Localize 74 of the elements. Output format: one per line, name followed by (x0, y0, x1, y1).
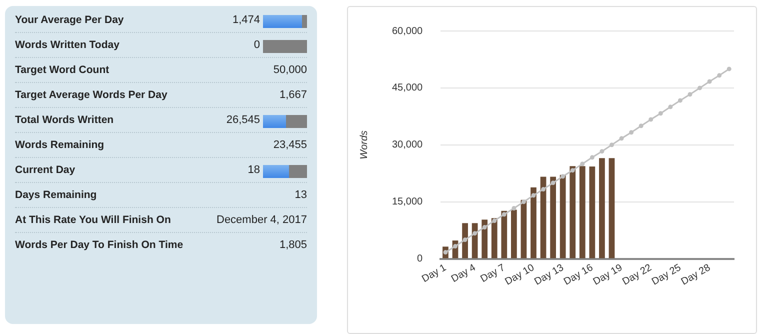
bar (482, 220, 488, 258)
bar (550, 176, 556, 258)
point (638, 124, 644, 128)
point (717, 73, 722, 78)
text: 26,545 (226, 113, 260, 128)
point (698, 86, 702, 90)
bar (462, 223, 468, 258)
point (472, 231, 478, 236)
point (668, 104, 673, 110)
y-tick-label: 45,000 (392, 82, 424, 94)
point (619, 136, 624, 141)
point (531, 193, 536, 198)
y-tick-label: 30,000 (392, 140, 424, 151)
point (726, 66, 732, 72)
point (453, 244, 458, 248)
text: 50,000 (273, 63, 307, 78)
point (707, 79, 712, 84)
text: Current Day (15, 163, 76, 178)
bar (491, 218, 498, 258)
x-tick-label: Day 1 (420, 262, 449, 286)
text: December 4, 2017 (216, 213, 307, 228)
point (560, 174, 566, 179)
point (512, 206, 516, 211)
point (502, 212, 506, 217)
bar (570, 166, 576, 258)
x-tick-label: Day 28 (679, 262, 713, 288)
text: Words Remaining (15, 138, 106, 153)
text: Words Per Day To Finish On Time (15, 238, 184, 253)
text: At This Rate You Will Finish On (15, 213, 172, 228)
bar (560, 174, 566, 258)
point (521, 200, 526, 204)
text: 1,474 (232, 13, 260, 28)
text: Total Words Written (15, 113, 115, 128)
point (648, 117, 654, 122)
bar (501, 210, 508, 258)
bar (540, 176, 546, 258)
text: 1,667 (279, 88, 307, 103)
point (609, 142, 614, 148)
text: 1,805 (279, 238, 307, 253)
bar (511, 210, 517, 258)
point (482, 225, 487, 230)
x-tick-label: Day 4 (450, 262, 478, 286)
text: 18 (248, 163, 260, 178)
point (590, 155, 594, 160)
bar (608, 158, 615, 258)
point (580, 162, 585, 166)
bar (520, 200, 527, 258)
point (600, 149, 604, 154)
point (688, 92, 692, 97)
bar (599, 158, 605, 258)
point (550, 180, 556, 186)
point (658, 111, 663, 116)
point (570, 168, 575, 173)
point (678, 98, 682, 103)
bar (579, 166, 586, 258)
text: 13 (294, 188, 307, 203)
text: 23,455 (273, 138, 307, 153)
bar (589, 166, 596, 258)
text: Target Word Count (15, 63, 110, 78)
point (462, 238, 468, 242)
text: 0 (254, 38, 260, 53)
text: Words Written Today (15, 38, 120, 53)
text: Target Average Words Per Day (15, 88, 168, 103)
text: Days Remaining (15, 188, 98, 203)
bar (472, 223, 478, 258)
y-tick-label: 60,000 (392, 26, 424, 37)
y-tick-label: 15,000 (392, 196, 424, 208)
y-axis-title: Words (358, 130, 370, 160)
y-tick-label: 0 (417, 254, 424, 265)
point (492, 218, 497, 224)
text: Your Average Per Day (15, 13, 125, 28)
point (629, 130, 634, 135)
point (541, 187, 546, 192)
bar (530, 187, 536, 258)
